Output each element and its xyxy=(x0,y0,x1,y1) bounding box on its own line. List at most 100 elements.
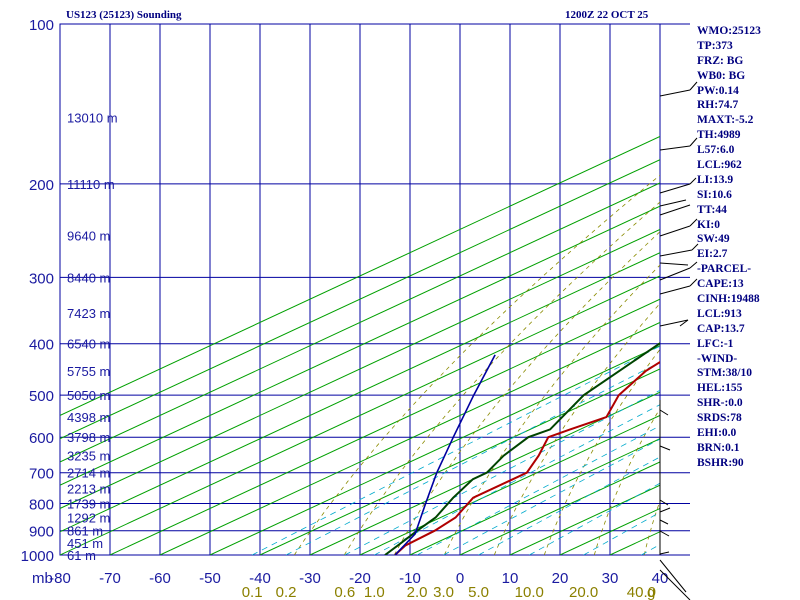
dry-adiabat-line xyxy=(293,174,660,555)
height-label: 11110 m xyxy=(67,177,115,192)
wind-barb xyxy=(659,199,687,207)
temperature-tick-label: -30 xyxy=(299,570,321,587)
mixing-ratio-label: 2.0 xyxy=(407,584,428,600)
wind-barb xyxy=(659,89,691,97)
wind-barb-feather xyxy=(691,243,699,251)
wind-barb-feather xyxy=(689,278,698,287)
temperature-tick-label: 0 xyxy=(456,570,464,587)
height-label: 5050 m xyxy=(67,388,110,403)
sounding-index-item: MAXT:-5.2 xyxy=(697,114,754,127)
isotherm-line xyxy=(109,298,660,555)
wind-barb-feather xyxy=(689,137,698,147)
isotherm-line xyxy=(60,135,660,417)
wind-barb xyxy=(659,225,691,237)
temperature-tick-label: -60 xyxy=(149,570,171,587)
isotherm-line xyxy=(60,228,660,510)
sounding-index-item: SRDS:78 xyxy=(697,412,742,425)
dry-adiabat-line xyxy=(794,24,800,555)
height-label: 2213 m xyxy=(67,482,110,497)
height-label: 4398 m xyxy=(67,410,110,425)
isotherm-line xyxy=(209,345,660,555)
isotherm-line xyxy=(409,438,660,555)
pressure-tick-label: 100 xyxy=(29,17,54,34)
sounding-index-item: SHR-:0.0 xyxy=(697,397,743,410)
height-label: 13010 m xyxy=(67,111,118,126)
pressure-tick-label: 300 xyxy=(29,270,54,287)
height-label: 61 m xyxy=(67,548,96,563)
pressure-tick-label: 1000 xyxy=(21,548,54,565)
sounding-index-item: LFC:-1 xyxy=(697,337,734,350)
mixing-ratio-label: 40.0 xyxy=(627,584,656,600)
height-label: 8440 m xyxy=(67,270,110,285)
sounding-index-item: WB0: BG xyxy=(697,69,746,82)
pressure-temperature-grid xyxy=(59,23,690,556)
mixing-ratio-label: 0.2 xyxy=(276,584,297,600)
isotherm-line xyxy=(459,461,660,555)
temperature-tick-label: 30 xyxy=(602,570,619,587)
sounding-index-item: CAP:13.7 xyxy=(697,322,745,335)
mixing-ratio-label: 0.6 xyxy=(334,584,355,600)
mixing-ratio-line xyxy=(344,389,660,555)
sounding-indices-panel: WMO:25123 TP:373 FRZ: BG WB0: BG PW:0.14 RH:7… xyxy=(697,24,761,471)
pressure-tick-label: 600 xyxy=(29,430,54,447)
sounding-index-item: -PARCEL- xyxy=(697,263,752,276)
isotherm-line xyxy=(60,182,660,463)
pressure-unit-label: mb xyxy=(32,570,53,587)
isotherm-line xyxy=(359,414,660,555)
height-label: 861 m xyxy=(67,524,103,539)
isotherm-line xyxy=(159,321,660,555)
height-label: 1739 m xyxy=(67,497,110,512)
mixing-ratio-unit-label: g xyxy=(647,584,655,600)
sounding-index-item: SW:49 xyxy=(697,233,730,246)
sounding-index-item: TT:44 xyxy=(697,203,727,216)
wind-barb xyxy=(659,249,693,257)
mixing-ratio-line xyxy=(583,511,660,555)
wind-barb xyxy=(659,569,691,600)
parcel-trace xyxy=(394,354,496,555)
sounding-index-item: CAPE:13 xyxy=(697,278,744,291)
height-label: 9640 m xyxy=(67,228,110,243)
wind-barb xyxy=(659,559,687,593)
sounding-index-item: RH:74.7 xyxy=(697,99,739,112)
sounding-index-item: LCL:913 xyxy=(697,307,742,320)
wind-barbs xyxy=(659,81,699,600)
wind-barb xyxy=(659,204,691,216)
wind-barb xyxy=(659,183,691,194)
pressure-tick-label: 900 xyxy=(29,524,54,541)
dry-adiabat-line xyxy=(493,302,660,555)
wind-barb xyxy=(659,409,669,416)
isotherm-line xyxy=(259,368,660,555)
mixing-ratio-label: 5.0 xyxy=(468,584,489,600)
temperature-tick-label: -50 xyxy=(199,570,221,587)
pressure-tick-label: 700 xyxy=(29,466,54,483)
sounding-index-item: LI:13.9 xyxy=(697,173,734,186)
mixing-ratio-label: 3.0 xyxy=(433,584,454,600)
sounding-index-item: LCL:962 xyxy=(697,159,742,172)
valid-time: 1200Z 22 OCT 25 xyxy=(565,9,649,21)
mixing-ratio-label: 10.0 xyxy=(515,584,544,600)
height-label: 1292 m xyxy=(67,511,110,526)
sounding-index-item: TP:373 xyxy=(697,39,733,52)
isotherm-line xyxy=(60,275,660,555)
wind-barb xyxy=(659,285,691,295)
isotherm-line xyxy=(559,507,660,555)
pressure-tick-label: 800 xyxy=(29,497,54,514)
mixing-ratio-label: 0.1 xyxy=(242,584,263,600)
dry-adiabat-line xyxy=(343,201,660,555)
sounding-index-item: HEL:155 xyxy=(697,382,743,395)
isotherm-line xyxy=(60,159,660,440)
temperature-tick-label: -70 xyxy=(99,570,121,587)
wind-barb-feather xyxy=(689,261,698,269)
wind-barb xyxy=(659,551,670,555)
temperature-tick-label: -80 xyxy=(49,570,71,587)
mixing-ratio-label: 1.0 xyxy=(364,584,385,600)
height-label: 7423 m xyxy=(67,306,110,321)
sounding-index-item: L57:6.0 xyxy=(697,144,735,157)
sounding-index-item: SI:10.6 xyxy=(697,188,732,201)
height-label: 5755 m xyxy=(67,364,110,379)
sounding-index-item: BSHR:90 xyxy=(697,456,744,469)
station-title: US123 (25123) Sounding xyxy=(66,9,182,21)
height-label: 2714 m xyxy=(67,466,110,481)
